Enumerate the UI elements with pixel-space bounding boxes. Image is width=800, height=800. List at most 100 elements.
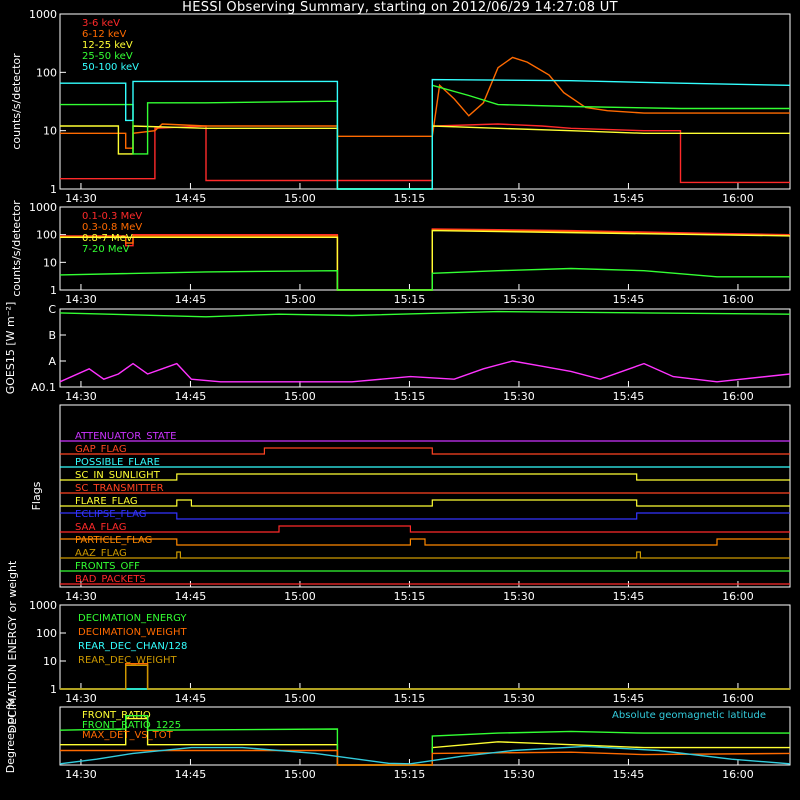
y-tick-label-goes-0: A0.1 — [31, 381, 56, 394]
legend-lowE-1: 6-12 keV — [82, 29, 126, 40]
x-tick-label-lowE-4: 15:30 — [503, 192, 535, 205]
series-line-lowE-4 — [60, 78, 791, 190]
x-tick-label-ratios-0: 14:30 — [65, 768, 97, 781]
x-tick-label-decim-2: 15:00 — [284, 692, 316, 705]
x-tick-label-goes-1: 14:45 — [175, 390, 207, 403]
x-tick-label-flags-4: 15:30 — [503, 590, 535, 603]
flag-line-7 — [60, 525, 790, 533]
legend-ratios-0: FRONT_RATIO — [82, 710, 151, 721]
legend-decim-0: DECIMATION_ENERGY — [78, 613, 187, 624]
y-tick-label-decim-1: 10 — [43, 655, 57, 668]
x-tick-label-decim-5: 15:45 — [613, 692, 645, 705]
x-tick-label-ratios-5: 15:45 — [613, 768, 645, 781]
x-tick-label-flags-1: 14:45 — [175, 590, 207, 603]
x-tick-label-ratios-3: 15:15 — [394, 768, 426, 781]
flag-label-2: POSSIBLE_FLARE — [75, 457, 160, 468]
y-tick-label-goes-2: B — [48, 329, 56, 342]
legend-lowE-2: 12-25 keV — [82, 40, 133, 51]
legend-ratios-1: FRONT_RATIO_1225 — [82, 720, 181, 731]
x-tick-label-decim-3: 15:15 — [394, 692, 426, 705]
x-tick-label-lowE-0: 14:30 — [65, 192, 97, 205]
y-axis-label-lowE: counts/s/detector — [10, 53, 23, 150]
legend-highE-2: 0.8-7 MeV — [82, 233, 133, 244]
x-tick-label-ratios-1: 14:45 — [175, 768, 207, 781]
series-line-decim-3 — [60, 664, 790, 690]
series-line-highE-2 — [60, 229, 791, 291]
x-tick-label-decim-4: 15:30 — [503, 692, 535, 705]
y-axis-label-ratios: Degrees or % — [4, 699, 17, 773]
series-line-goes-0 — [59, 310, 791, 318]
y-tick-label-goes-1: A — [48, 355, 56, 368]
x-tick-label-decim-0: 14:30 — [65, 692, 97, 705]
x-tick-label-highE-4: 15:30 — [503, 293, 535, 306]
y-tick-label-highE-0: 1 — [50, 284, 57, 297]
flag-label-3: SC_IN_SUNLIGHT — [75, 470, 161, 481]
x-tick-label-lowE-6: 16:00 — [722, 192, 754, 205]
legend-decim-1: DECIMATION_WEIGHT — [78, 627, 187, 638]
flag-line-1 — [60, 447, 790, 455]
x-tick-label-flags-2: 15:00 — [284, 590, 316, 603]
flag-label-8: PARTICLE_FLAG — [75, 535, 152, 546]
legend-decim-2: REAR_DEC_CHAN/128 — [78, 641, 187, 652]
series-line-goes-1 — [59, 360, 791, 383]
x-tick-label-highE-0: 14:30 — [65, 293, 97, 306]
flag-line-5 — [60, 499, 790, 507]
x-tick-label-lowE-3: 15:15 — [394, 192, 426, 205]
y-tick-label-goes-3: C — [48, 303, 56, 316]
flag-label-0: ATTENUATOR_STATE — [75, 431, 176, 442]
series-line-decim-1 — [60, 663, 790, 690]
plot-title: HESSI Observing Summary, starting on 201… — [182, 0, 618, 15]
x-tick-label-goes-2: 15:00 — [284, 390, 316, 403]
x-tick-label-flags-5: 15:45 — [613, 590, 645, 603]
flag-label-9: AAZ_FLAG — [75, 548, 127, 559]
flag-label-10: FRONTS_OFF — [75, 561, 140, 572]
flag-label-7: SAA_FLAG — [75, 522, 126, 533]
legend-lowE-0: 3-6 keV — [82, 18, 120, 29]
panel-frame-goes — [59, 308, 791, 388]
x-tick-label-goes-3: 15:15 — [394, 390, 426, 403]
flag-line-6 — [60, 512, 790, 520]
y-axis-label-decim: DECIMATION ENERGY or weight — [6, 560, 19, 733]
x-tick-label-decim-1: 14:45 — [175, 692, 207, 705]
y-tick-label-lowE-1: 10 — [43, 125, 57, 138]
x-tick-label-goes-0: 14:30 — [65, 390, 97, 403]
flag-line-3 — [60, 473, 790, 481]
x-tick-label-highE-3: 15:15 — [394, 293, 426, 306]
x-tick-label-highE-2: 15:00 — [284, 293, 316, 306]
legend-lowE-3: 25-50 keV — [82, 51, 133, 62]
y-tick-label-decim-2: 100 — [36, 627, 57, 640]
annotation-geomagnetic: Absolute geomagnetic latitude — [612, 710, 766, 721]
series-line-highE-3 — [59, 267, 790, 291]
legend-highE-3: 7-20 MeV — [82, 244, 130, 255]
series-line-ratios-2 — [60, 749, 791, 766]
y-tick-label-lowE-0: 1 — [50, 183, 57, 196]
series-line-highE-1 — [60, 229, 791, 291]
y-axis-label-highE: counts/s/detector — [10, 200, 23, 297]
x-tick-label-highE-5: 15:45 — [613, 293, 645, 306]
series-line-highE-0 — [60, 228, 791, 291]
x-tick-label-lowE-2: 15:00 — [284, 192, 316, 205]
flag-label-4: SC_TRANSMITTER — [75, 483, 164, 494]
y-tick-label-lowE-3: 1000 — [29, 8, 57, 21]
x-tick-label-goes-5: 15:45 — [613, 390, 645, 403]
x-tick-label-ratios-2: 15:00 — [284, 768, 316, 781]
x-tick-label-ratios-6: 16:00 — [722, 768, 754, 781]
x-tick-label-flags-6: 16:00 — [722, 590, 754, 603]
legend-ratios-2: MAX_DET_VS_TOT — [82, 730, 174, 741]
legend-highE-0: 0.1-0.3 MeV — [82, 211, 142, 222]
x-tick-label-goes-4: 15:30 — [503, 390, 535, 403]
x-tick-label-flags-3: 15:15 — [394, 590, 426, 603]
flag-line-9 — [60, 551, 790, 559]
flag-label-1: GAP_FLAG — [75, 444, 127, 455]
panel-frame-highE — [59, 206, 791, 291]
x-tick-label-lowE-1: 14:45 — [175, 192, 207, 205]
y-tick-label-decim-0: 1 — [50, 683, 57, 696]
x-tick-label-highE-1: 14:45 — [175, 293, 207, 306]
y-tick-label-decim-3: 1000 — [29, 599, 57, 612]
y-tick-label-lowE-2: 100 — [36, 66, 57, 79]
series-line-ratios-3 — [59, 745, 791, 765]
y-axis-label-goes: GOES15 [W m⁻²] — [4, 302, 17, 395]
x-tick-label-lowE-5: 15:45 — [613, 192, 645, 205]
legend-decim-3: REAR_DEC_WEIGHT — [78, 655, 177, 666]
